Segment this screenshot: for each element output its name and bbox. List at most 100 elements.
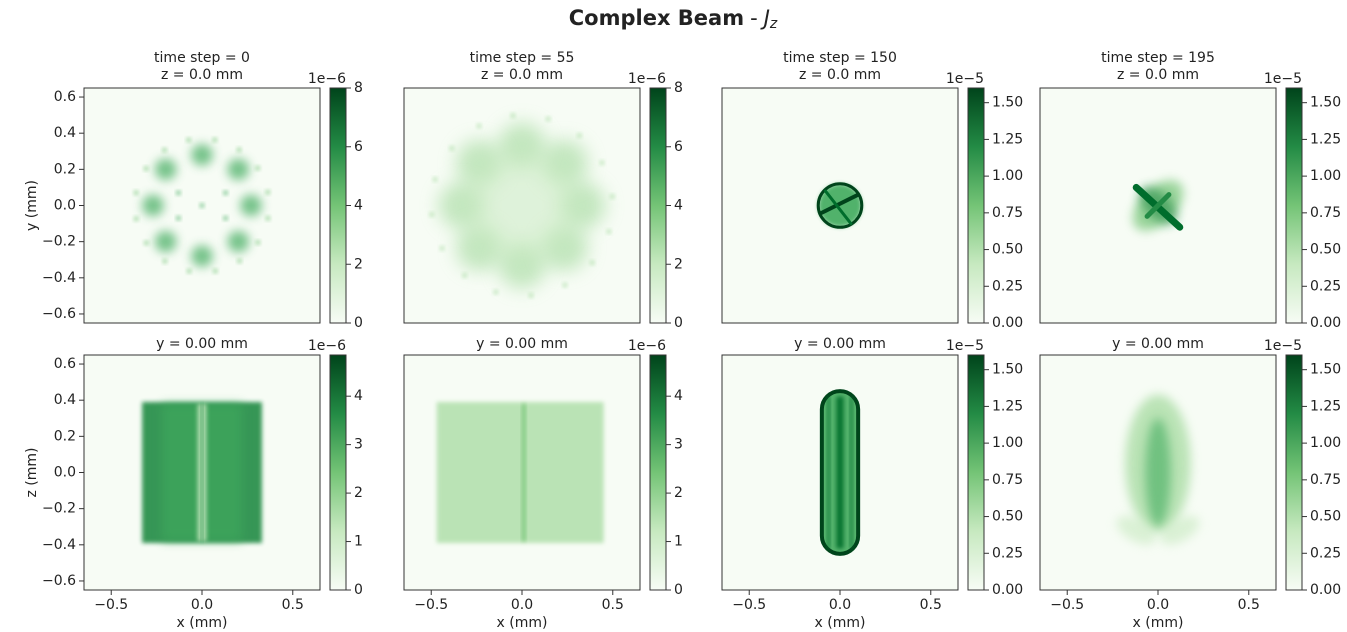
beam-feature bbox=[476, 123, 482, 129]
colorbar-tick-label: 0.50 bbox=[1310, 509, 1341, 525]
colorbar bbox=[329, 354, 347, 591]
x-axis-label: x (mm) bbox=[815, 615, 866, 631]
beam-feature bbox=[236, 147, 242, 152]
colorbar-tick-label: 0 bbox=[674, 582, 683, 598]
beam-feature bbox=[223, 215, 228, 221]
panel-title: y = 0.00 mm bbox=[794, 336, 886, 352]
x-tick-label: 0.5 bbox=[602, 597, 624, 613]
colorbar-tick-label: 0.25 bbox=[1310, 278, 1341, 294]
figure-title: Complex Beam - Jz bbox=[569, 6, 778, 32]
colorbar-tick-label: 1.50 bbox=[1310, 95, 1341, 111]
colorbar-offset: 1e−5 bbox=[1264, 71, 1302, 87]
colorbar-offset: 1e−6 bbox=[308, 71, 346, 87]
y-tick-label: −0.6 bbox=[42, 573, 76, 589]
x-tick-label: 0.0 bbox=[191, 597, 213, 613]
beam-feature bbox=[265, 190, 271, 195]
beam-feature bbox=[577, 133, 582, 138]
beam-feature bbox=[213, 268, 218, 274]
colorbar-tick-label: 8 bbox=[674, 80, 683, 96]
beam-feature bbox=[449, 146, 454, 151]
heatmap-image bbox=[722, 88, 958, 323]
colorbar-tick-label: 0 bbox=[354, 582, 363, 598]
colorbar-tick-label: 8 bbox=[354, 80, 363, 96]
y-axis-label: z (mm) bbox=[24, 448, 40, 498]
panel-title: y = 0.00 mm bbox=[476, 336, 568, 352]
panel-subtitle: z = 0.0 mm bbox=[481, 67, 563, 83]
colorbar-tick-label: 0.00 bbox=[1310, 315, 1341, 331]
beam-feature bbox=[240, 194, 262, 217]
panel-subtitle: z = 0.0 mm bbox=[161, 67, 243, 83]
title-text: Complex Beam bbox=[569, 6, 744, 30]
x-axis-label: x (mm) bbox=[177, 615, 228, 631]
beam-feature bbox=[176, 215, 181, 221]
beam-feature bbox=[223, 190, 228, 196]
beam-feature bbox=[162, 147, 167, 153]
x-tick-label: 0.5 bbox=[1238, 597, 1260, 613]
beam-feature bbox=[1144, 192, 1172, 219]
beam-feature bbox=[227, 230, 250, 253]
beam-feature bbox=[144, 240, 149, 246]
x-tick-label: −0.5 bbox=[732, 597, 766, 613]
beam-feature bbox=[1145, 418, 1171, 527]
colorbar-offset: 1e−6 bbox=[628, 71, 666, 87]
beam-feature bbox=[590, 260, 595, 265]
beam-feature bbox=[546, 116, 551, 122]
colorbar-tick-label: 2 bbox=[354, 485, 363, 501]
beam-feature bbox=[227, 158, 250, 181]
beam-feature bbox=[562, 282, 568, 288]
beam-feature bbox=[823, 189, 853, 226]
panel-subtitle: z = 0.0 mm bbox=[799, 67, 881, 83]
x-tick-label: 0.0 bbox=[829, 597, 851, 613]
beam-feature bbox=[528, 293, 534, 298]
plot-frame bbox=[1039, 87, 1277, 324]
beam-feature bbox=[186, 137, 191, 143]
x-tick-label: −0.5 bbox=[94, 597, 128, 613]
panel-subtitle: z = 0.0 mm bbox=[1117, 67, 1199, 83]
colorbar-tick-label: 4 bbox=[674, 198, 683, 214]
heatmap-image bbox=[1040, 355, 1276, 590]
y-tick-label: −0.6 bbox=[42, 306, 76, 322]
beam-feature bbox=[154, 158, 177, 181]
beam-feature bbox=[819, 192, 861, 215]
colorbar-tick-label: 0.50 bbox=[992, 242, 1023, 258]
colorbar-tick-label: 2 bbox=[674, 256, 683, 272]
y-tick-label: 0.4 bbox=[54, 125, 76, 141]
x-axis-label: x (mm) bbox=[497, 615, 548, 631]
beam-feature bbox=[462, 273, 467, 278]
colorbar-tick-label: 0 bbox=[674, 315, 683, 331]
colorbar-tick-label: 1.00 bbox=[1310, 435, 1341, 451]
x-tick-label: 0.0 bbox=[511, 597, 533, 613]
beam-feature bbox=[429, 212, 434, 217]
colorbar-tick-label: 0.75 bbox=[992, 472, 1023, 488]
colorbar-tick-label: 1.00 bbox=[1310, 168, 1341, 184]
x-tick-label: −0.5 bbox=[1050, 597, 1084, 613]
colorbar-tick-label: 3 bbox=[354, 437, 363, 453]
panel-title: y = 0.00 mm bbox=[1112, 336, 1204, 352]
y-tick-label: 0.6 bbox=[54, 89, 76, 105]
panel-title: time step = 55 bbox=[470, 50, 575, 66]
colorbar bbox=[649, 87, 667, 324]
beam-feature bbox=[212, 137, 218, 143]
heatmap-image bbox=[84, 88, 320, 323]
colorbar-tick-label: 0.25 bbox=[992, 278, 1023, 294]
y-tick-label: 0.4 bbox=[54, 392, 76, 408]
beam-feature bbox=[255, 165, 260, 171]
colorbar-tick-label: 0.00 bbox=[992, 582, 1023, 598]
colorbar-tick-label: 1.00 bbox=[992, 168, 1023, 184]
colorbar-tick-label: 0.00 bbox=[1310, 582, 1341, 598]
x-axis-label: x (mm) bbox=[1133, 615, 1184, 631]
colorbar-tick-label: 0.75 bbox=[1310, 205, 1341, 221]
colorbar-tick-label: 0.25 bbox=[1310, 545, 1341, 561]
colorbar-tick-label: 1.25 bbox=[992, 131, 1023, 147]
beam-feature bbox=[142, 194, 164, 217]
beam-feature bbox=[436, 402, 604, 543]
colorbar bbox=[1285, 354, 1303, 591]
beam-feature bbox=[816, 182, 864, 229]
heatmap-image bbox=[404, 88, 640, 323]
heatmap-image bbox=[722, 355, 958, 590]
beam-feature bbox=[493, 289, 498, 295]
colorbar-tick-label: 1.00 bbox=[992, 435, 1023, 451]
colorbar-tick-label: 0.00 bbox=[992, 315, 1023, 331]
colorbar-tick-label: 4 bbox=[354, 388, 363, 404]
beam-feature bbox=[836, 396, 844, 549]
